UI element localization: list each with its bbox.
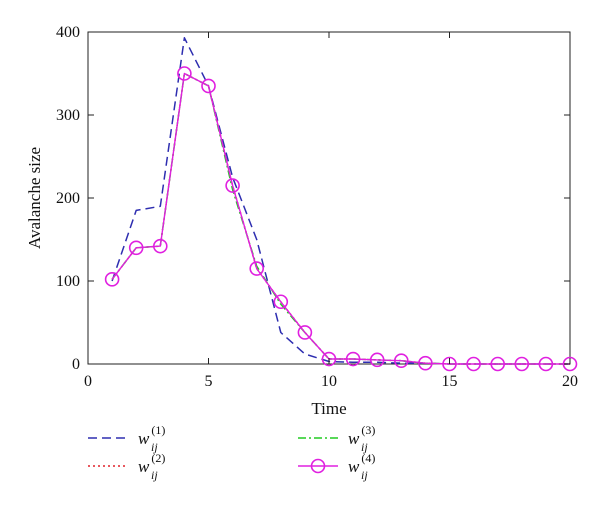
series-line-4 xyxy=(111,72,570,365)
series-3 xyxy=(111,72,570,365)
data-point xyxy=(466,356,481,372)
series-line-3 xyxy=(111,72,570,365)
plot-frame xyxy=(87,31,571,365)
legend: w (1) ijw (2) ij w (3) ijw (4) ij xyxy=(88,423,375,482)
data-point xyxy=(442,356,457,372)
data-point xyxy=(393,353,409,368)
legend-item-3: w (3) ij xyxy=(298,423,375,454)
legend-item-2: w (2) ij xyxy=(88,451,165,482)
data-point xyxy=(201,78,216,94)
x-tick-label: 10 xyxy=(321,373,337,390)
x-tick-label: 20 xyxy=(562,373,578,390)
legend-item-1: w (1) ij xyxy=(88,423,165,454)
y-tick-label: 200 xyxy=(56,190,80,207)
x-axis-label: Time xyxy=(311,399,346,418)
data-point xyxy=(249,261,265,276)
data-point xyxy=(538,356,554,372)
legend-label: w (2) ij xyxy=(138,451,165,482)
data-point xyxy=(345,351,361,367)
x-tick-label: 15 xyxy=(442,373,458,390)
data-point xyxy=(562,356,578,372)
data-point xyxy=(128,240,144,256)
plot-border xyxy=(87,31,571,365)
legend-label: w (1) ij xyxy=(138,423,165,454)
data-point xyxy=(418,355,433,371)
x-tick-label: 5 xyxy=(205,373,213,390)
legend-marker xyxy=(310,458,326,474)
legend-item-4: w (4) ij xyxy=(298,451,375,482)
data-point xyxy=(297,325,313,340)
data-point xyxy=(490,356,506,372)
legend-label: w (4) ij xyxy=(348,451,375,482)
x-tick-label: 0 xyxy=(84,373,92,390)
y-tick-label: 300 xyxy=(56,107,80,124)
series-line-2 xyxy=(111,72,570,365)
data-point xyxy=(321,351,337,367)
series-2 xyxy=(111,72,570,365)
data-point xyxy=(153,238,168,254)
data-point xyxy=(514,356,530,372)
data-point xyxy=(369,352,385,368)
data-point xyxy=(104,272,120,287)
y-tick-label: 100 xyxy=(56,273,80,290)
series-1 xyxy=(111,37,570,365)
data-point xyxy=(225,178,240,193)
y-tick-label: 0 xyxy=(72,356,80,373)
series-line-1 xyxy=(111,37,570,365)
legend-label: w (3) ij xyxy=(348,423,375,454)
data-point xyxy=(273,294,289,310)
series-layer xyxy=(104,37,578,372)
y-axis-label: Avalanche size xyxy=(25,147,44,249)
y-tick-label: 400 xyxy=(56,24,80,41)
series-4 xyxy=(104,66,578,372)
data-point xyxy=(177,66,192,81)
